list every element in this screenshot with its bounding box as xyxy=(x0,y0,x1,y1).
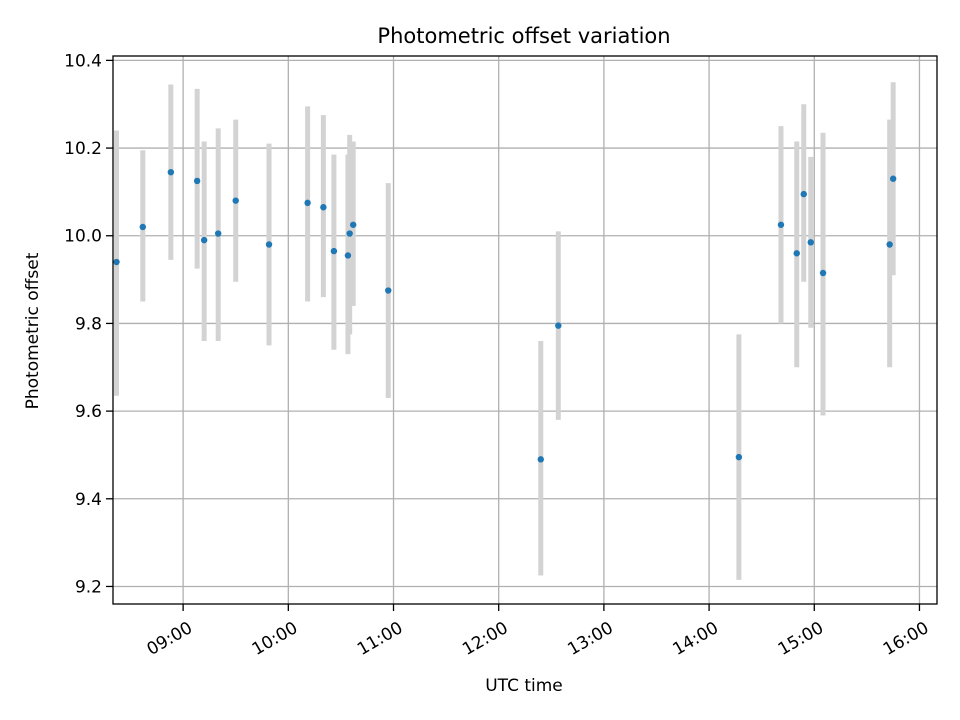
data-point xyxy=(344,252,352,259)
y-tick-label: 9.8 xyxy=(75,314,102,334)
data-point xyxy=(304,199,311,207)
data-point xyxy=(113,258,120,266)
data-point xyxy=(349,221,357,228)
y-tick-label: 9.6 xyxy=(75,402,102,422)
point-layer xyxy=(113,168,897,463)
data-point xyxy=(537,456,544,463)
data-point xyxy=(193,177,201,185)
chart-title: Photometric offset variation xyxy=(377,24,670,48)
data-point xyxy=(777,221,785,228)
grid-layer xyxy=(113,56,937,604)
data-point xyxy=(555,322,562,329)
y-axis-ticks: 9.2 9.4 9.6 9.8 10.0 10.2 10.4 xyxy=(64,51,113,597)
data-point xyxy=(320,204,327,211)
y-axis-label: Photometric offset xyxy=(23,252,43,409)
y-tick-label: 10.2 xyxy=(64,139,102,159)
y-tick-label: 9.2 xyxy=(75,577,102,597)
data-point xyxy=(139,223,147,231)
data-point xyxy=(819,269,827,277)
y-tick-label: 10.4 xyxy=(64,51,102,71)
data-point xyxy=(232,197,239,204)
data-point xyxy=(800,190,807,198)
y-tick-label: 10.0 xyxy=(64,227,102,247)
data-point xyxy=(200,236,208,244)
data-point xyxy=(330,247,338,255)
plot-frame xyxy=(112,55,938,605)
data-point xyxy=(807,239,814,246)
x-axis-label: UTC time xyxy=(485,676,563,696)
data-point xyxy=(385,287,392,294)
data-point xyxy=(167,168,175,176)
data-point xyxy=(214,230,222,237)
data-point xyxy=(793,250,800,257)
y-tick-label: 9.4 xyxy=(75,490,102,510)
data-point xyxy=(265,241,273,248)
data-point xyxy=(735,453,743,461)
data-point xyxy=(346,230,353,237)
data-point xyxy=(886,241,893,248)
data-point xyxy=(889,175,897,182)
